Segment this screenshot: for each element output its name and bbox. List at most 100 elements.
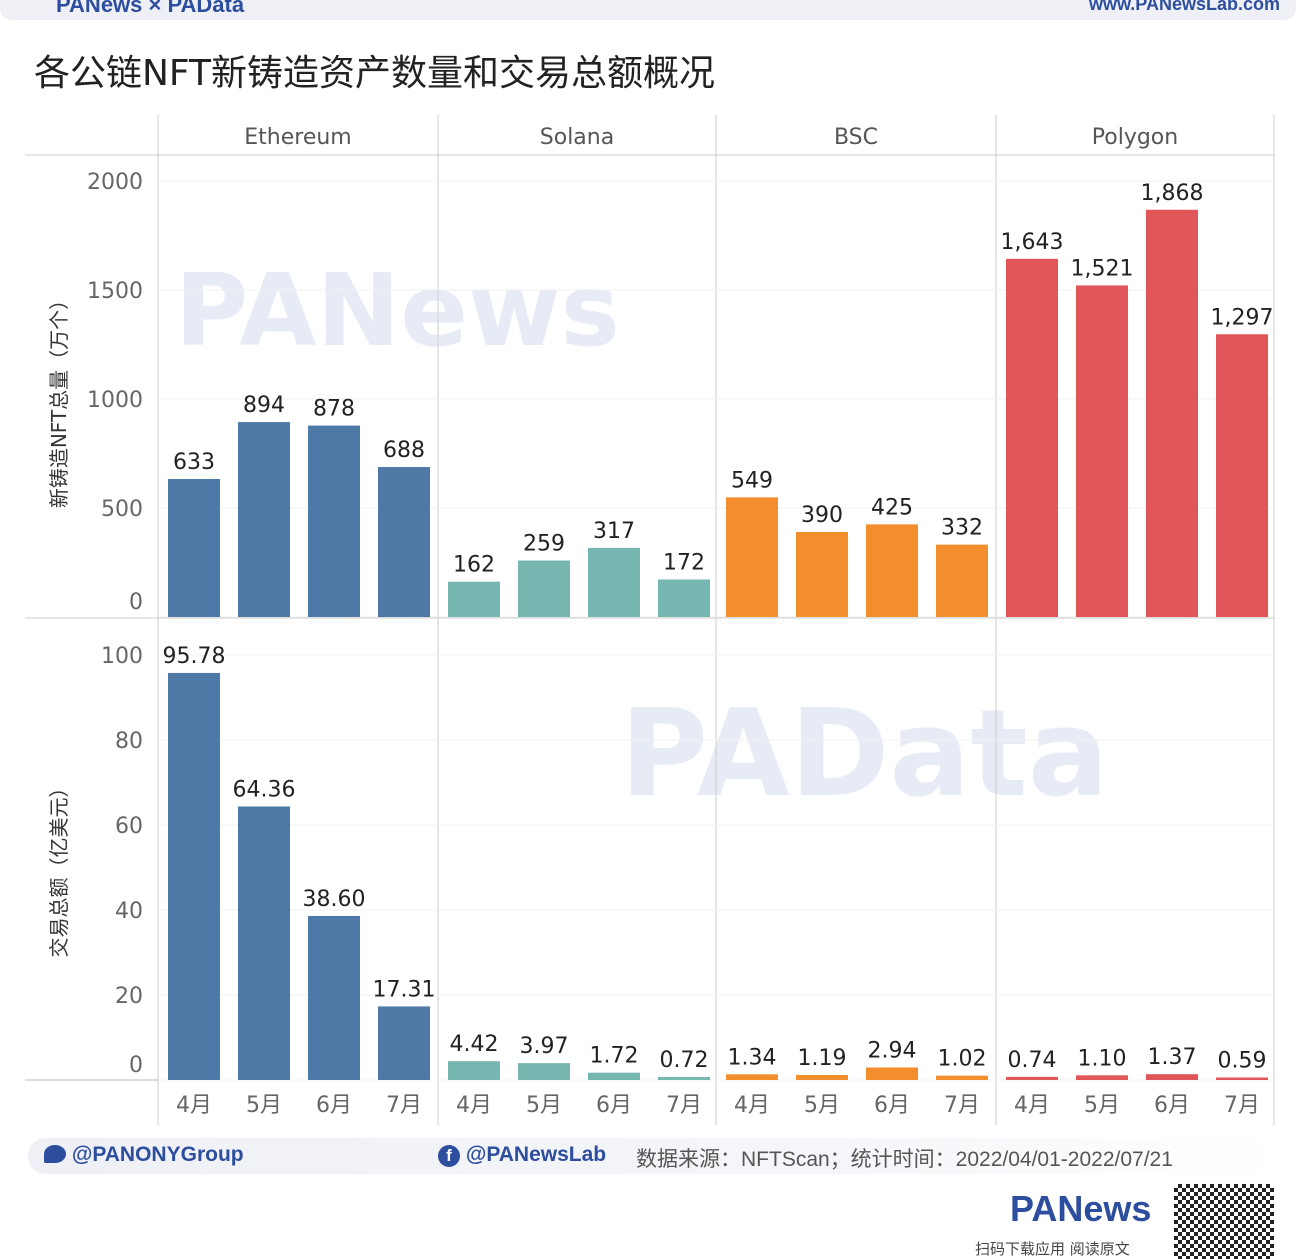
watermark-padata: PAData [620,685,1109,824]
data-label: 172 [663,551,705,576]
facebook-text: @PANewsLab [465,1143,607,1166]
panel-header-ethereum: Ethereum [244,125,351,150]
bar-bsc-5 [796,531,848,617]
data-label: 688 [383,438,425,463]
data-label: 95.78 [163,644,226,669]
data-label: 1.10 [1078,1046,1127,1071]
data-label: 1.37 [1148,1045,1197,1070]
bar-solana-4 [448,1061,500,1080]
bar-ethereum-5 [238,422,290,617]
bar-ethereum-6 [308,425,360,617]
bar-ethereum-6 [308,915,360,1080]
data-label: 317 [593,519,635,544]
y-tick-label: 0 [129,590,143,615]
y-tick-label: 0 [129,1053,143,1078]
x-tick-label: 5月 [804,1093,840,1118]
x-tick-label: 7月 [666,1093,702,1118]
data-label: 2.94 [868,1039,917,1064]
footer-bar [28,1138,1278,1174]
bar-polygon-7 [1216,1077,1268,1080]
x-tick-label: 6月 [874,1093,910,1118]
bar-solana-5 [518,1063,570,1080]
data-label: 1,297 [1211,305,1274,330]
y-tick-label: 100 [101,644,143,669]
bar-solana-6 [588,1072,640,1080]
x-tick-label: 7月 [944,1093,980,1118]
header-brand: PANews × PAData [56,0,245,17]
panel-header-bsc: BSC [834,125,878,150]
bar-ethereum-7 [378,467,430,617]
y-tick-label: 20 [115,984,143,1009]
x-tick-label: 4月 [734,1093,770,1118]
bar-bsc-6 [866,1067,918,1080]
data-label: 1.19 [798,1046,847,1071]
bar-ethereum-7 [378,1006,430,1080]
data-label: 3.97 [520,1034,569,1059]
bar-solana-7 [658,579,710,617]
x-tick-label: 6月 [1154,1093,1190,1118]
data-label: 1,643 [1001,230,1064,255]
data-label: 332 [941,516,983,541]
bar-polygon-5 [1076,1075,1128,1080]
bar-polygon-6 [1146,1074,1198,1080]
data-label: 38.60 [303,887,366,912]
bar-bsc-6 [866,524,918,617]
data-label: 17.31 [373,977,436,1002]
data-source: 数据来源：NFTScan；统计时间：2022/04/01-2022/07/21 [636,1148,1173,1171]
bar-solana-6 [588,547,640,617]
header-bar [0,0,1296,20]
x-tick-label: 5月 [246,1093,282,1118]
data-label: 425 [871,495,913,520]
data-label: 390 [801,503,843,528]
twitter-icon [44,1145,66,1163]
data-label: 633 [173,450,215,475]
data-label: 64.36 [233,777,296,802]
data-label: 878 [313,397,355,422]
bar-solana-5 [518,560,570,617]
qr-code[interactable] [1174,1184,1274,1259]
x-tick-label: 7月 [386,1093,422,1118]
bar-ethereum-4 [168,672,220,1080]
x-tick-label: 4月 [456,1093,492,1118]
panews-logo: PANews [1010,1188,1152,1229]
y-tick-label: 80 [115,729,143,754]
y-tick-label: 60 [115,814,143,839]
x-tick-label: 4月 [1014,1093,1050,1118]
bar-ethereum-4 [168,479,220,617]
y-tick-label: 40 [115,899,143,924]
data-label: 0.74 [1008,1048,1057,1073]
x-tick-label: 7月 [1224,1093,1260,1118]
data-label: 1.02 [938,1047,987,1072]
x-tick-label: 6月 [316,1093,352,1118]
data-label: 1,868 [1141,181,1204,206]
panel-header-polygon: Polygon [1092,125,1178,150]
chart-title: 各公链NFT新铸造资产数量和交易总额概况 [34,53,715,94]
data-label: 1.34 [728,1045,777,1070]
twitter-handle[interactable]: @PANONYGroup [44,1143,244,1167]
data-label: 259 [523,532,565,557]
data-label: 549 [731,468,773,493]
data-label: 0.72 [660,1048,709,1073]
x-tick-label: 5月 [526,1093,562,1118]
y-axis-label: 交易总额（亿美元） [47,778,71,958]
facebook-handle[interactable]: f @PANewsLab [438,1143,606,1167]
bar-bsc-4 [726,1074,778,1080]
bar-polygon-4 [1006,258,1058,617]
bar-solana-7 [658,1076,710,1080]
data-label: 0.59 [1218,1048,1267,1073]
bar-bsc-4 [726,497,778,617]
bar-polygon-7 [1216,334,1268,617]
bar-polygon-5 [1076,285,1128,617]
bar-bsc-5 [796,1074,848,1080]
y-tick-label: 1000 [87,388,143,413]
panel-header-solana: Solana [540,125,614,150]
x-tick-label: 6月 [596,1093,632,1118]
bar-bsc-7 [936,544,988,617]
bar-polygon-4 [1006,1076,1058,1080]
twitter-text: @PANONYGroup [71,1143,244,1166]
data-label: 162 [453,553,495,578]
y-axis-label: 新铸造NFT总量（万个） [47,290,71,508]
data-label: 1,521 [1071,256,1134,281]
